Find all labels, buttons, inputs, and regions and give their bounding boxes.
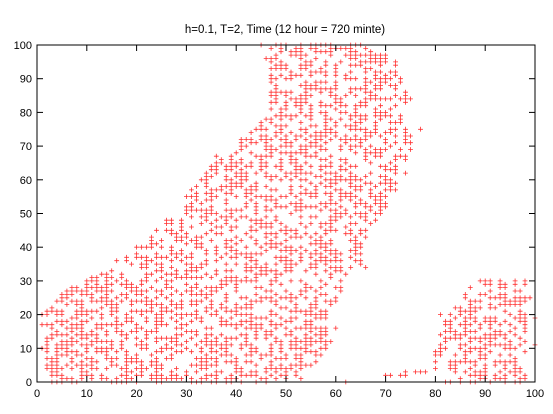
y-tick-label: 90	[20, 74, 32, 86]
y-tick-label: 20	[20, 310, 32, 322]
data-points	[39, 42, 538, 385]
axis-tick-labels: 0 10 20 30 40 50 60 70 80 90 100 0 10 20 30 40 50 60 70 80 9…	[14, 40, 545, 400]
x-tick-label: 50	[280, 388, 292, 400]
x-tick-label: 80	[429, 388, 441, 400]
y-tick-label: 50	[20, 209, 32, 221]
x-tick-label: 10	[81, 388, 93, 400]
x-tick-label: 100	[526, 388, 544, 400]
x-tick-label: 60	[330, 388, 342, 400]
x-tick-label: 20	[130, 388, 142, 400]
y-tick-label: 70	[20, 141, 32, 153]
x-tick-label: 70	[379, 388, 391, 400]
x-tick-label: 30	[180, 388, 192, 400]
x-tick-label: 90	[479, 388, 491, 400]
y-tick-label: 80	[20, 107, 32, 119]
x-tick-label: 40	[230, 388, 242, 400]
y-tick-label: 0	[26, 377, 32, 389]
chart-title: h=0.1, T=2, Time (12 hour = 720 minte)	[185, 24, 385, 36]
y-tick-label: 10	[20, 343, 32, 355]
plus-markers	[39, 42, 538, 385]
y-tick-label: 60	[20, 175, 32, 187]
x-tick-label: 0	[34, 388, 40, 400]
y-tick-label: 40	[20, 242, 32, 254]
y-tick-label: 100	[14, 40, 32, 52]
axis-ticks	[36, 44, 536, 383]
y-tick-label: 30	[20, 276, 32, 288]
